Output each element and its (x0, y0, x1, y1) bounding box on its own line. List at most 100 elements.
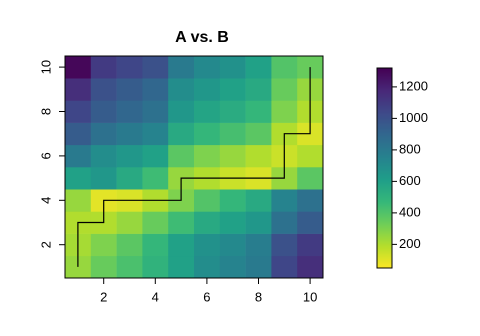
heat-cell (116, 255, 143, 279)
y-tick-label: 10 (38, 60, 53, 74)
colorbar-segment (377, 112, 392, 115)
heat-cell (297, 167, 324, 190)
heat-cell (168, 144, 195, 168)
x-tick-label: 6 (203, 289, 210, 304)
colorbar-segment (377, 174, 392, 177)
colorbar-segment (377, 156, 392, 159)
heat-cell (90, 78, 117, 101)
colorbar-segment (377, 234, 392, 237)
colorbar-segment (377, 80, 392, 83)
colorbar-segment (377, 184, 392, 187)
heat-cell (194, 211, 221, 234)
heat-cell (271, 211, 298, 234)
colorbar-segment (377, 168, 392, 171)
colorbar-segment (377, 254, 392, 257)
heat-cell (116, 144, 143, 168)
colorbar-tick-label: 800 (399, 141, 421, 156)
colorbar-segment (377, 172, 392, 175)
colorbar-segment (377, 140, 392, 143)
heat-cell (168, 122, 195, 146)
colorbar-segment (377, 126, 392, 129)
heat-cell (90, 100, 117, 123)
colorbar-segment (377, 244, 392, 247)
heat-cell (194, 78, 221, 101)
colorbar-tick-label: 1200 (399, 78, 428, 93)
colorbar-segment (377, 220, 392, 223)
colorbar-segment (377, 266, 392, 269)
heat-cell (297, 211, 324, 234)
heat-cell (116, 167, 143, 190)
heat-cell (194, 56, 221, 79)
x-tick-label: 4 (152, 289, 159, 304)
colorbar-segment (377, 82, 392, 85)
colorbar-segment (377, 226, 392, 229)
x-tick-label: 2 (100, 289, 107, 304)
heat-cell (65, 56, 92, 79)
heat-cell (142, 233, 169, 257)
colorbar-segment (377, 162, 392, 165)
heat-cell (90, 167, 117, 190)
colorbar-segment (377, 204, 392, 207)
heat-cell (142, 144, 169, 168)
colorbar-segment (377, 230, 392, 233)
heat-cell (90, 255, 117, 279)
heat-cell (219, 78, 246, 101)
heat-cell (142, 122, 169, 146)
heat-cell (219, 122, 246, 146)
heat-cell (90, 122, 117, 146)
colorbar-segment (377, 98, 392, 101)
y-tick-label: 4 (38, 197, 53, 204)
colorbar-segment (377, 94, 392, 97)
colorbar-segment (377, 124, 392, 127)
colorbar-segment (377, 88, 392, 91)
colorbar-segment (377, 236, 392, 239)
colorbar-segment (377, 118, 392, 121)
heat-cell (297, 189, 324, 212)
colorbar-tick-label: 200 (399, 236, 421, 251)
heat-cell (142, 56, 169, 79)
heat-cell (65, 144, 92, 168)
colorbar-segment (377, 264, 392, 267)
heat-cell (219, 189, 246, 212)
colorbar-segment (377, 208, 392, 211)
heat-cell (90, 233, 117, 257)
heat-cell (245, 255, 272, 279)
heat-cell (116, 78, 143, 101)
colorbar-segment (377, 200, 392, 203)
colorbar-segment (377, 136, 392, 139)
heat-cell (271, 255, 298, 279)
colorbar-segment (377, 138, 392, 141)
heat-cell (271, 100, 298, 123)
heat-cell (194, 100, 221, 123)
colorbar-segment (377, 202, 392, 205)
colorbar-tick-label: 400 (399, 204, 421, 219)
heat-cell (142, 211, 169, 234)
colorbar-segment (377, 180, 392, 183)
heat-cell (219, 56, 246, 79)
colorbar-segment (377, 160, 392, 163)
heat-cell (65, 189, 92, 212)
heat-cell (245, 211, 272, 234)
colorbar-segment (377, 170, 392, 173)
heat-cell (245, 56, 272, 79)
heat-cell (297, 144, 324, 168)
x-tick-label: 8 (255, 289, 262, 304)
colorbar-segment (377, 192, 392, 195)
heat-cell (142, 100, 169, 123)
heat-cell (168, 56, 195, 79)
heat-cell (168, 100, 195, 123)
colorbar-segment (377, 238, 392, 241)
colorbar-segment (377, 122, 392, 125)
heat-cell (219, 100, 246, 123)
heat-cell (65, 100, 92, 123)
colorbar-segment (377, 218, 392, 221)
colorbar-segment (377, 232, 392, 235)
colorbar-segment (377, 190, 392, 193)
colorbar-segment (377, 214, 392, 217)
heat-cell (271, 233, 298, 257)
heat-cell (245, 233, 272, 257)
colorbar-segment (377, 86, 392, 89)
colorbar-segment (377, 154, 392, 157)
heat-cell (142, 255, 169, 279)
colorbar-segment (377, 92, 392, 95)
